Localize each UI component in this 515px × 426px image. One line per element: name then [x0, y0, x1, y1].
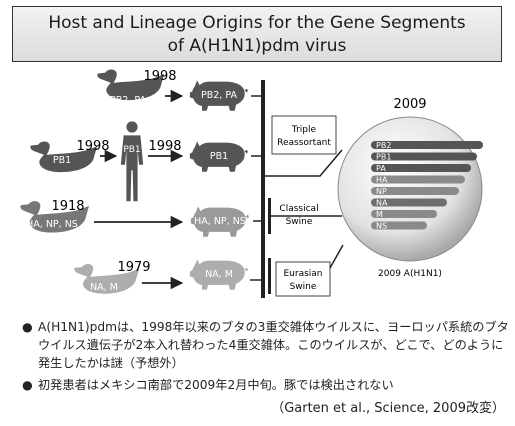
lineage-box-eurasian	[275, 261, 331, 297]
note-item: ● A(H1N1)pdmは、1998年以来のブタの3重交雑体ウイルスに、ヨーロッ…	[22, 318, 510, 372]
segment-bar-pb2	[371, 141, 483, 149]
segment-label-na: NA	[376, 199, 388, 208]
segment-bar-ns	[371, 221, 427, 230]
duck3-year: 1918	[51, 199, 84, 214]
virus-year: 2009	[393, 97, 426, 112]
segment-bar-ha	[371, 175, 465, 184]
segment-bar-pb1	[371, 152, 477, 161]
lineage-triple-2: Reassortant	[277, 138, 331, 148]
duck2-year: 1998	[76, 139, 109, 154]
note-text-1: A(H1N1)pdmは、1998年以来のブタの3重交雑体ウイルスに、ヨーロッパ系…	[38, 320, 509, 370]
duck1-year: 1998	[143, 69, 176, 84]
segment-bar-pa	[371, 164, 471, 172]
segment-label-np: NP	[376, 187, 387, 196]
pig3-label: HA, NP, NS	[194, 216, 246, 227]
segment-label-pa: PA	[376, 164, 386, 173]
lineage-classical-2: Swine	[286, 217, 313, 227]
bullet-icon: ●	[22, 378, 33, 392]
human-label: PB1	[123, 145, 140, 155]
duck2-label: PB1	[53, 155, 71, 166]
duck1-label: PB2, PA	[110, 95, 146, 106]
human-icon	[120, 121, 144, 202]
source-credit: （Garten et al., Science, 2009改変）	[271, 401, 505, 416]
lineage-box-triple	[271, 115, 337, 155]
pig2-label: PB1	[210, 151, 228, 162]
classical-bar	[268, 198, 271, 234]
title-line-2: of A(H1N1)pdm virus	[167, 36, 347, 56]
connector	[265, 149, 343, 177]
segment-bars: PB2 PB1 PA HA NP NA M NS	[371, 141, 483, 231]
lineage-bar	[261, 80, 265, 298]
segment-label-ns: NS	[376, 222, 387, 231]
pig4-label: NA, M	[205, 269, 233, 280]
bullet-icon: ●	[22, 320, 33, 334]
title-box: Host and Lineage Origins for the Gene Se…	[12, 6, 502, 62]
segment-label-pb1: PB1	[376, 153, 391, 162]
segment-bar-np	[371, 187, 459, 195]
pig1-label: PB2, PA	[201, 90, 237, 101]
duck4-year: 1979	[117, 260, 150, 275]
title-line-1: Host and Lineage Origins for the Gene Se…	[48, 13, 466, 33]
note-text-2: 初発患者はメキシコ南部で2009年2月中旬。豚では検出されない	[38, 378, 394, 392]
segment-label-pb2: PB2	[376, 141, 391, 150]
eurasian-bar	[268, 258, 271, 294]
lineage-classical-1: Classical	[279, 204, 318, 214]
notes: ● A(H1N1)pdmは、1998年以来のブタの3重交雑体ウイルスに、ヨーロッ…	[22, 318, 510, 398]
segment-bar-na	[371, 198, 447, 207]
lineage-eurasian-1: Eurasian	[283, 269, 322, 279]
lineage-eurasian-2: Swine	[290, 282, 317, 292]
note-item: ● 初発患者はメキシコ南部で2009年2月中旬。豚では検出されない	[22, 376, 510, 394]
virus-caption: 2009 A(H1N1)	[378, 269, 442, 279]
segment-label-m: M	[376, 210, 383, 219]
segment-bar-m	[371, 210, 437, 218]
duck3-label: HA, NP, NS	[26, 219, 78, 230]
duck4-label: NA, M	[90, 282, 118, 293]
connector	[329, 244, 344, 269]
lineage-triple-1: Triple	[291, 125, 317, 135]
segment-label-ha: HA	[376, 176, 388, 185]
human-year: 1998	[148, 139, 181, 154]
lineage-diagram: PB2, PA 1998 PB2, PA PB1 1998 PB1 1998 P…	[20, 69, 483, 298]
